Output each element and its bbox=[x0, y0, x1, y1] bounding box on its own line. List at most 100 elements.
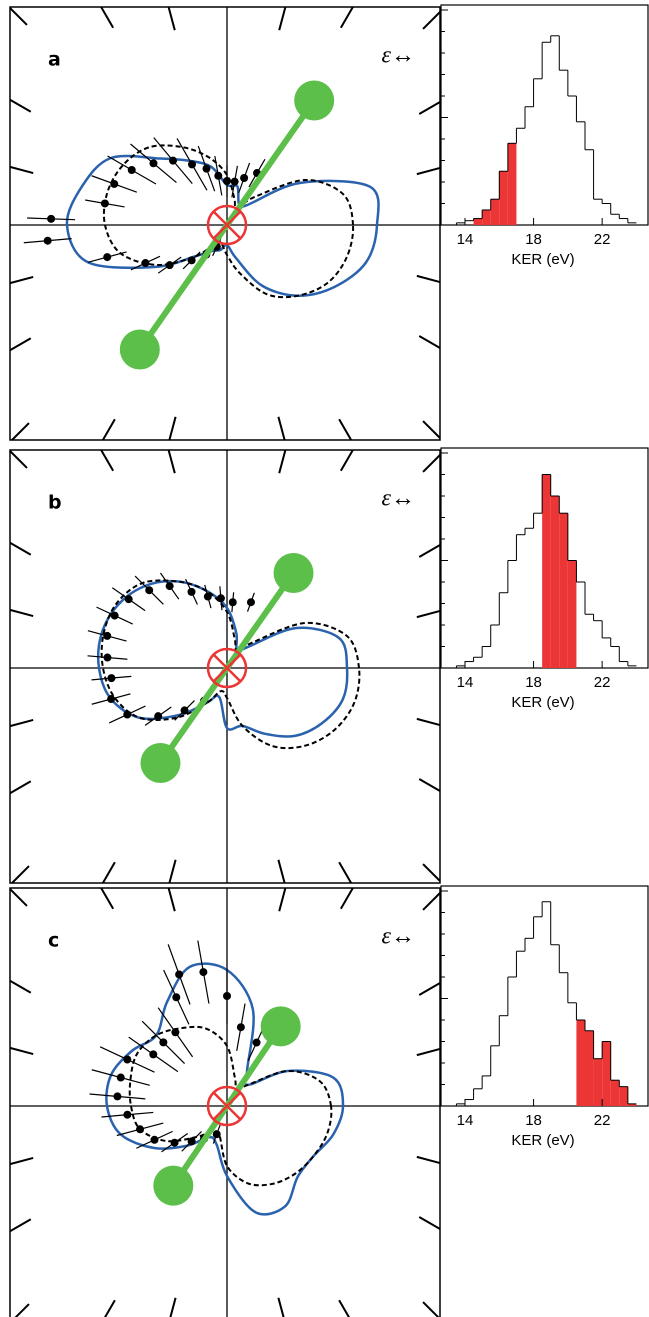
angle-tick bbox=[100, 887, 115, 910]
angle-tick bbox=[168, 859, 177, 884]
angle-tick bbox=[418, 982, 441, 996]
highlight-bar bbox=[627, 1103, 637, 1106]
origin-marker bbox=[206, 1085, 248, 1127]
data-point bbox=[141, 259, 150, 268]
angle-tick bbox=[277, 1297, 285, 1317]
data-point bbox=[123, 1055, 132, 1064]
x-tick-label: 18 bbox=[525, 674, 542, 691]
data-point bbox=[145, 586, 154, 595]
angle-tick bbox=[416, 609, 441, 619]
angle-tick bbox=[169, 1297, 177, 1317]
data-point bbox=[214, 171, 223, 180]
angle-tick bbox=[422, 1301, 440, 1317]
angle-tick bbox=[9, 98, 32, 113]
highlight-bar bbox=[550, 496, 560, 668]
polarization-label: ε↔ bbox=[382, 924, 415, 950]
highlight-bar bbox=[507, 143, 517, 225]
data-point bbox=[187, 587, 196, 596]
angle-tick bbox=[277, 859, 286, 884]
x-tick-label: 22 bbox=[594, 1112, 611, 1129]
highlight-bar bbox=[576, 1020, 585, 1106]
data-point bbox=[230, 177, 239, 186]
angle-tick bbox=[339, 6, 354, 29]
data-point bbox=[103, 653, 112, 662]
angle-tick bbox=[416, 166, 441, 176]
angle-tick bbox=[168, 416, 177, 441]
x-tick-label: 18 bbox=[525, 1112, 542, 1129]
angle-tick bbox=[100, 6, 115, 29]
panel-label: c bbox=[48, 930, 59, 952]
panel-label: a bbox=[48, 49, 61, 71]
data-point bbox=[172, 993, 181, 1002]
angle-tick bbox=[418, 778, 441, 792]
data-point bbox=[246, 598, 255, 607]
data-point bbox=[165, 582, 174, 591]
angle-tick bbox=[422, 454, 441, 473]
data-point bbox=[187, 256, 196, 265]
angle-tick bbox=[9, 337, 32, 352]
data-point bbox=[188, 160, 196, 169]
angle-tick bbox=[278, 6, 287, 31]
highlight-bar bbox=[602, 1041, 611, 1106]
data-point bbox=[113, 1092, 122, 1101]
atom bbox=[273, 552, 314, 593]
angle-tick bbox=[102, 418, 116, 441]
angle-tick bbox=[9, 780, 32, 795]
origin-cross bbox=[213, 1092, 241, 1120]
data-point bbox=[171, 1028, 180, 1037]
angle-tick bbox=[9, 1218, 32, 1233]
angle-tick bbox=[102, 861, 116, 884]
polar-frame bbox=[9, 449, 441, 884]
angle-tick bbox=[9, 450, 28, 469]
angle-tick bbox=[422, 863, 441, 882]
angle-tick bbox=[339, 887, 354, 910]
data-point bbox=[150, 1135, 159, 1144]
polar-frame bbox=[9, 887, 441, 1317]
data-point bbox=[107, 695, 116, 704]
angle-tick bbox=[338, 418, 352, 441]
angle-tick bbox=[167, 887, 176, 912]
data-point bbox=[123, 1110, 132, 1119]
data-point bbox=[170, 1138, 179, 1147]
data-point bbox=[47, 214, 56, 223]
data-point bbox=[43, 236, 52, 245]
angle-tick bbox=[14, 1303, 30, 1317]
data-point bbox=[123, 710, 132, 719]
angle-tick bbox=[339, 449, 354, 472]
atom bbox=[153, 1165, 194, 1206]
origin-cross bbox=[213, 211, 241, 239]
angle-tick bbox=[416, 274, 441, 284]
data-point bbox=[149, 159, 158, 168]
data-point bbox=[124, 595, 133, 604]
x-axis-label: KER (eV) bbox=[511, 251, 574, 268]
angle-tick bbox=[277, 416, 286, 441]
angle-tick bbox=[104, 1299, 116, 1317]
panel-label: b bbox=[48, 492, 62, 514]
data-point bbox=[169, 156, 178, 165]
highlight-bar bbox=[619, 1086, 628, 1106]
x-tick-label: 14 bbox=[457, 1112, 474, 1129]
atom bbox=[119, 329, 160, 370]
angle-tick bbox=[167, 6, 176, 31]
data-point bbox=[154, 712, 163, 721]
data-point bbox=[127, 166, 136, 174]
angle-tick bbox=[416, 1155, 441, 1165]
angle-tick bbox=[416, 717, 441, 727]
angle-tick bbox=[100, 449, 115, 472]
highlight-bar bbox=[473, 218, 483, 225]
highlight-bar bbox=[610, 1080, 620, 1106]
data-point bbox=[203, 592, 212, 601]
polar-frame bbox=[9, 6, 441, 441]
angle-tick bbox=[418, 1216, 441, 1230]
highlight-bar bbox=[499, 171, 508, 225]
angle-tick bbox=[9, 979, 32, 994]
atom bbox=[140, 743, 181, 784]
angle-tick bbox=[338, 861, 352, 884]
angle-tick bbox=[422, 11, 441, 30]
x-tick-label: 18 bbox=[525, 231, 542, 248]
highlight-bar bbox=[482, 209, 491, 225]
x-tick-label: 22 bbox=[594, 674, 611, 691]
hist-frame bbox=[440, 885, 649, 1107]
angle-tick bbox=[278, 887, 287, 912]
